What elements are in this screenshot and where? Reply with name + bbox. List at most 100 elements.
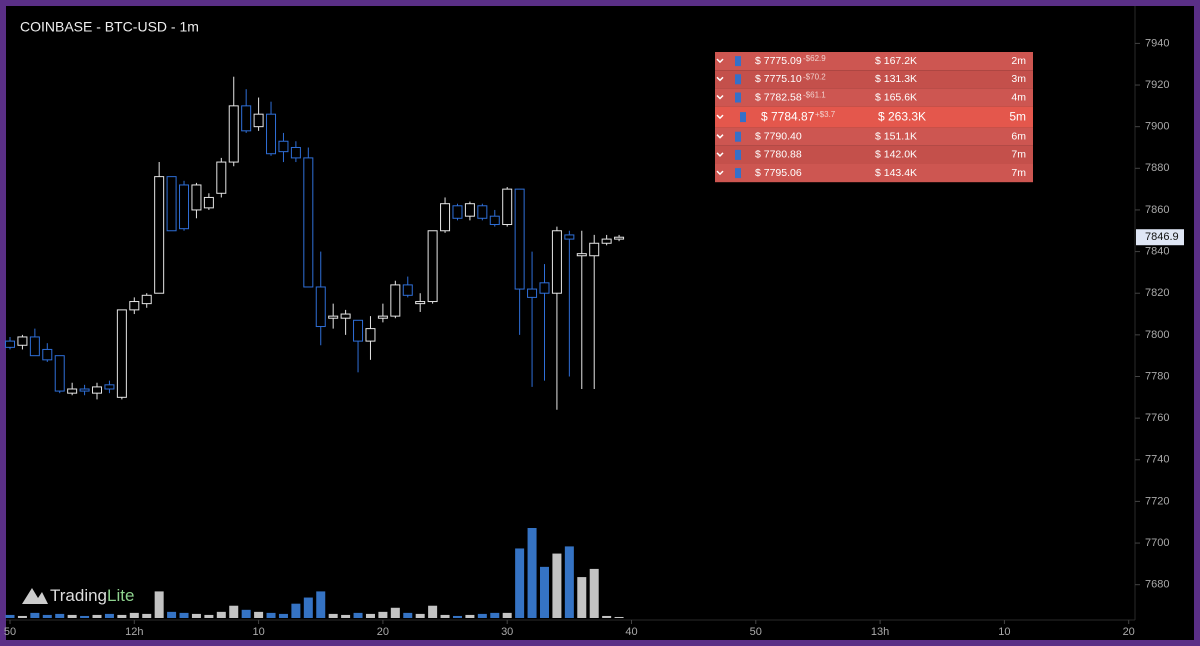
- candle-body: [502, 188, 513, 226]
- candle-body: [303, 157, 314, 288]
- candle-body: [539, 282, 550, 294]
- volume-bar: [378, 611, 388, 618]
- candle-body: [42, 348, 53, 361]
- y-tick-label: 7920: [1145, 79, 1169, 91]
- x-tick-label: 30: [501, 626, 513, 638]
- candle-body: [92, 386, 103, 394]
- row-icon: [735, 149, 741, 160]
- candle-body: [129, 301, 140, 311]
- candle-body: [290, 146, 301, 159]
- volume-bar: [415, 613, 425, 618]
- row-chevron: [716, 94, 724, 100]
- volume-bar: [266, 612, 276, 618]
- row-chevron: [716, 152, 724, 157]
- volume-bar: [589, 568, 599, 618]
- volume-bar: [341, 614, 351, 618]
- y-tick-label: 7860: [1145, 204, 1169, 216]
- volume-bar: [428, 605, 438, 618]
- volume-bar: [179, 612, 189, 618]
- volume-bar: [353, 612, 363, 618]
- volume-bar: [539, 566, 549, 618]
- candle-body: [353, 319, 364, 342]
- order-flow: $ 7775.09 -$62.9 $ 167.2K 2m $ 7775.10 -$70.2…: [715, 52, 1033, 183]
- logo-word: Trading: [50, 586, 107, 605]
- volume-bar: [614, 616, 624, 618]
- row-price: $ 7775.10: [755, 73, 802, 85]
- chart-title: COINBASE - BTC-USD - 1m: [20, 19, 199, 35]
- y-tick-label: 7780: [1145, 370, 1169, 382]
- volume-bar: [390, 607, 400, 618]
- row-age: 3m: [1011, 73, 1026, 85]
- row-icon: [735, 131, 741, 142]
- row-chevron: [716, 58, 724, 64]
- logo-text: TradingLite: [50, 586, 134, 605]
- volume-bar: [55, 613, 65, 618]
- row-age: 5m: [1009, 109, 1026, 123]
- candle-body: [5, 340, 15, 348]
- flow-row: [715, 106, 1033, 128]
- volume-bar: [216, 611, 226, 618]
- flow-row: [715, 164, 1033, 183]
- volume-bar: [5, 614, 15, 618]
- flow-row: [715, 127, 1033, 146]
- candle-body: [328, 315, 339, 319]
- row-icon: [735, 92, 741, 103]
- volume-bar: [490, 612, 500, 618]
- row-change: +$3.7: [815, 110, 836, 119]
- y-tick-label: 7900: [1145, 121, 1169, 133]
- volume-bar: [403, 612, 413, 618]
- row-price: $ 7775.09: [755, 55, 802, 67]
- volume-bar: [67, 614, 77, 618]
- volume-bar: [602, 615, 612, 618]
- candle-body: [216, 161, 227, 194]
- volume-bar: [42, 614, 52, 618]
- candle-body: [228, 105, 239, 163]
- row-price: $ 7790.40: [755, 130, 802, 142]
- volume-bar: [515, 548, 525, 618]
- volume-bar: [92, 614, 102, 618]
- y-tick-label: 7760: [1145, 412, 1169, 424]
- y-tick-label: 7800: [1145, 329, 1169, 341]
- candle-body: [315, 286, 326, 328]
- candle-body: [266, 113, 277, 155]
- candle-body: [179, 184, 190, 230]
- candle-body: [191, 184, 202, 211]
- volume-bar: [129, 612, 139, 618]
- x-tick-label: 10: [252, 626, 264, 638]
- y-tick-label: 7880: [1145, 162, 1169, 174]
- candle-body: [241, 105, 252, 132]
- candle-body: [79, 388, 90, 392]
- row-change: -$70.2: [803, 72, 826, 81]
- volume-bar: [552, 553, 562, 618]
- row-chevron: [716, 76, 724, 82]
- volume-bar: [167, 611, 177, 618]
- logo: TradingLite: [22, 586, 134, 605]
- candle-body: [154, 176, 165, 294]
- row-size: $ 143.4K: [875, 167, 917, 179]
- x-tick-label: 50: [750, 626, 762, 638]
- candle-body: [477, 205, 488, 219]
- volume-bar: [477, 613, 487, 618]
- candle-body: [415, 301, 426, 305]
- x-tick-label: 13h: [871, 626, 889, 638]
- candle-body: [67, 388, 78, 394]
- x-tick-label: 50: [4, 626, 16, 638]
- volume-bar: [303, 597, 313, 618]
- row-icon: [740, 112, 746, 123]
- candle-body: [440, 203, 451, 232]
- row-icon: [735, 74, 741, 85]
- row-price: $ 7784.87: [761, 109, 815, 123]
- candle-body: [464, 203, 475, 217]
- candle-body: [116, 309, 127, 398]
- candle-body: [141, 294, 152, 305]
- x-tick-label: 10: [998, 626, 1010, 638]
- row-change: -$62.9: [803, 54, 826, 63]
- flow-row: [715, 70, 1033, 89]
- flow-row: [715, 88, 1033, 107]
- candle-body: [564, 234, 575, 240]
- candle-body: [29, 336, 40, 357]
- volume-bar: [328, 613, 338, 618]
- candle-body: [54, 355, 65, 392]
- candle-body: [365, 328, 376, 342]
